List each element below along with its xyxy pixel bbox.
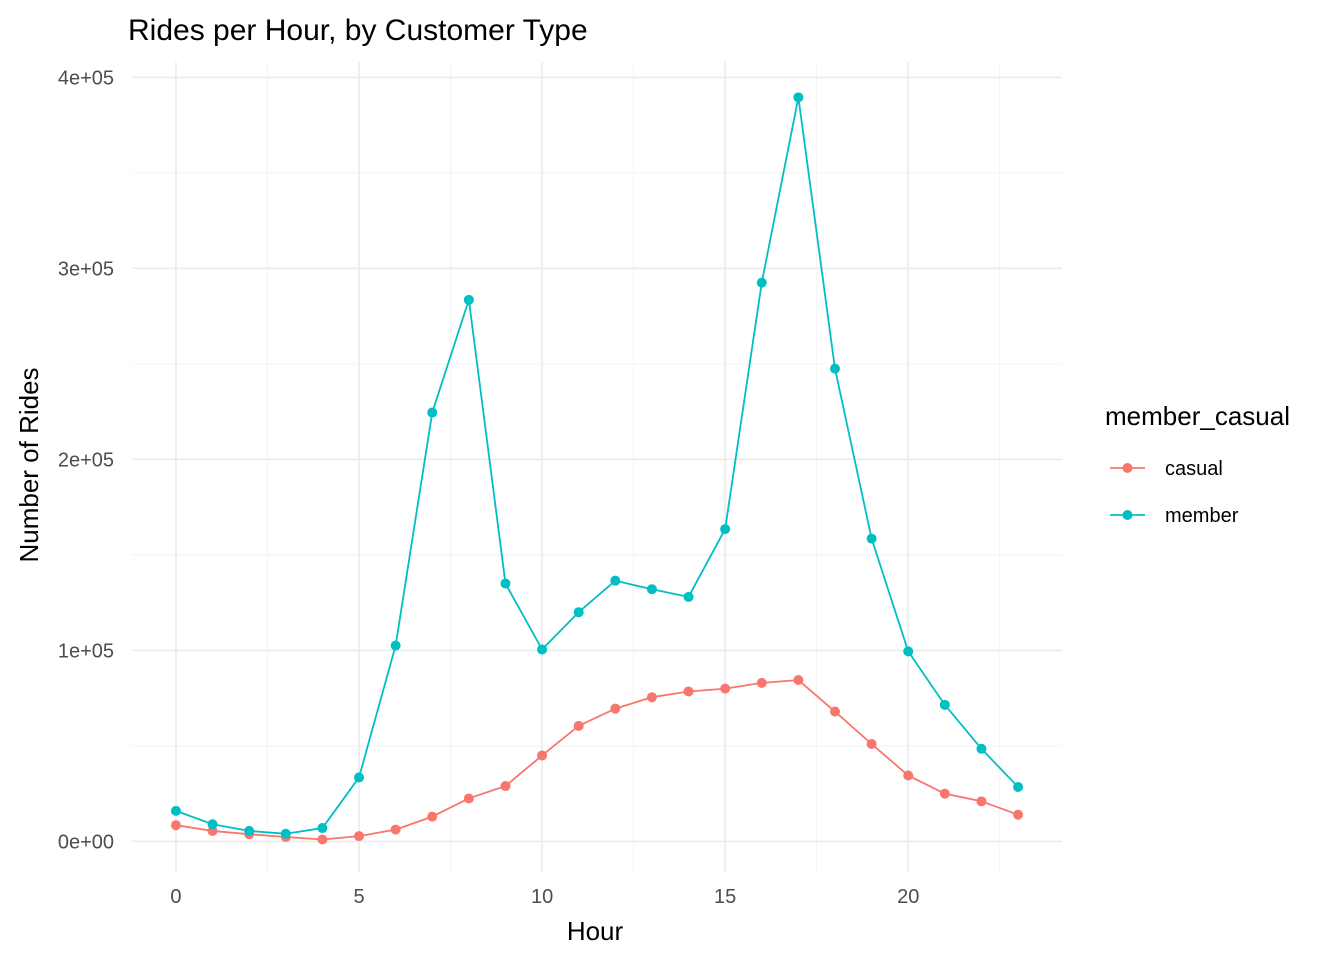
y-tick-label: 4e+05: [58, 67, 114, 89]
series-casual: [170, 675, 1024, 845]
legend-title: member_casual: [1105, 401, 1290, 431]
series-layer: [170, 92, 1024, 845]
data-point-member: [683, 591, 694, 602]
legend-label: casual: [1165, 458, 1223, 480]
data-point-member: [829, 363, 840, 374]
y-axis-ticks: 0e+00 1e+05 2e+05 3e+05 4e+05: [58, 67, 114, 853]
data-point-member: [170, 805, 181, 816]
data-point-member: [866, 533, 877, 544]
data-point-casual: [720, 683, 731, 694]
data-point-casual: [939, 788, 950, 799]
chart-title: Rides per Hour, by Customer Type: [128, 14, 588, 47]
data-point-member: [280, 828, 291, 839]
data-point-casual: [683, 686, 694, 697]
data-point-member: [756, 277, 767, 288]
x-axis-ticks: 0 5 10 15 20: [170, 886, 919, 908]
data-point-member: [720, 524, 731, 535]
data-point-member: [244, 825, 255, 836]
legend-item-casual: casual: [1110, 458, 1223, 480]
data-point-casual: [756, 677, 767, 688]
data-point-casual: [829, 706, 840, 717]
data-point-member: [646, 584, 657, 595]
data-point-casual: [573, 720, 584, 731]
y-tick-label: 3e+05: [58, 258, 114, 280]
data-point-casual: [1013, 809, 1024, 820]
data-point-member: [903, 646, 914, 657]
grid: [132, 62, 1062, 872]
y-tick-label: 0e+00: [58, 831, 114, 853]
series-member: [170, 92, 1024, 839]
data-point-casual: [500, 781, 511, 792]
data-point-member: [573, 607, 584, 618]
x-axis-title: Hour: [567, 916, 624, 946]
data-point-member: [610, 575, 621, 586]
legend-item-member: member: [1110, 505, 1239, 527]
series-line-member: [175, 96, 1019, 835]
data-point-member: [1013, 781, 1024, 792]
data-point-casual: [793, 675, 804, 686]
x-tick-label: 20: [897, 886, 919, 908]
data-point-member: [354, 772, 365, 783]
data-point-member: [207, 819, 218, 830]
legend-key-point: [1122, 463, 1133, 473]
data-point-member: [317, 823, 328, 834]
data-point-member: [793, 92, 804, 103]
data-point-casual: [976, 796, 987, 807]
data-point-casual: [903, 770, 914, 781]
data-point-casual: [427, 811, 438, 822]
x-tick-label: 15: [714, 886, 736, 908]
data-point-member: [390, 640, 401, 651]
x-tick-label: 5: [353, 886, 364, 908]
data-point-casual: [866, 739, 877, 750]
data-point-casual: [317, 834, 328, 845]
data-point-casual: [170, 820, 181, 831]
x-tick-label: 10: [531, 886, 553, 908]
data-point-casual: [463, 793, 474, 804]
series-line-casual: [175, 679, 1019, 841]
data-point-member: [939, 699, 950, 710]
data-point-member: [537, 644, 548, 655]
data-point-member: [976, 743, 987, 754]
data-point-member: [463, 294, 474, 305]
x-tick-label: 0: [170, 886, 181, 908]
data-point-casual: [537, 750, 548, 761]
y-tick-label: 1e+05: [58, 640, 114, 662]
data-point-member: [500, 578, 511, 589]
legend: member_casual casual member: [1105, 401, 1290, 527]
legend-label: member: [1165, 505, 1239, 527]
data-point-casual: [646, 692, 657, 703]
data-point-casual: [610, 703, 621, 714]
legend-key-point: [1122, 510, 1133, 520]
y-axis-title: Number of Rides: [14, 367, 44, 562]
y-tick-label: 2e+05: [58, 449, 114, 471]
data-point-member: [427, 407, 438, 418]
data-point-casual: [354, 831, 365, 842]
data-point-casual: [390, 824, 401, 835]
